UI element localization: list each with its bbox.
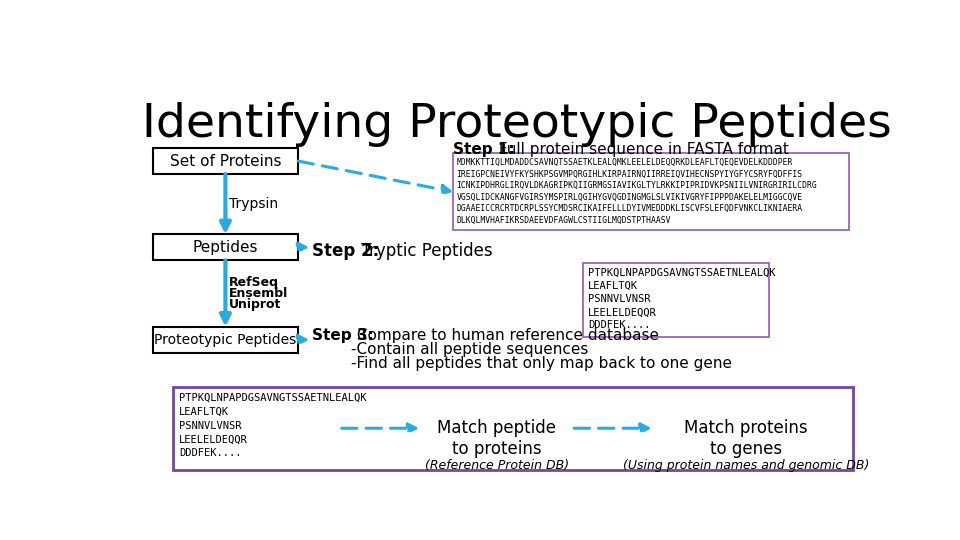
Text: PSNNVLVNSR: PSNNVLVNSR (179, 421, 241, 430)
Text: Trypsin: Trypsin (229, 197, 278, 211)
Text: VGSQLIDCKANGFVGIRSYMSPIRLQGIHYGVQGDINGMGLSLVIKIVGRYFIPPPDAKELELMIGGCQVE: VGSQLIDCKANGFVGIRSYMSPIRLQGIHYGVQGDINGMG… (456, 193, 803, 201)
Text: -Contain all peptide sequences: -Contain all peptide sequences (312, 342, 588, 357)
FancyBboxPatch shape (453, 153, 849, 231)
FancyBboxPatch shape (153, 327, 299, 353)
Text: -Find all peptides that only map back to one gene: -Find all peptides that only map back to… (312, 356, 732, 371)
Text: IREIGPCNEIVYFKYSHKPSGVMPQRGIHLKIRPAIRNQIIRREIQVIHECNSPYIYGFYCSRYFQDFFIS: IREIGPCNEIVYFKYSHKPSGVMPQRGIHLKIRPAIRNQI… (456, 170, 803, 179)
Text: Match proteins
to genes: Match proteins to genes (684, 419, 808, 458)
Text: Match peptide
to proteins: Match peptide to proteins (437, 419, 556, 458)
Text: (Reference Protein DB): (Reference Protein DB) (424, 459, 568, 472)
Text: LEELELDEQQR: LEELELDEQQR (588, 307, 657, 318)
Text: ICNKIPDHRGLIRQVLDKAGRIPKQIIGRMGSIAVIKGLTYLRKKIPIPRIDVKPSNIILVNIRGRIRILCDRG: ICNKIPDHRGLIRQVLDKAGRIPKQIIGRMGSIAVIKGLT… (456, 181, 817, 190)
Text: DDDFEK....: DDDFEK.... (588, 320, 651, 330)
Text: PTPKQLNPAPDGSAVNGTSSAETNLEALQK: PTPKQLNPAPDGSAVNGTSSAETNLEALQK (179, 393, 367, 403)
Text: Full protein sequence in FASTA format: Full protein sequence in FASTA format (493, 142, 788, 157)
Text: DGAAEICCRCRTDCRPLSSYCMDSRCIKAIFELLLDYIVMEDDDKLISCVFSLEFQDFVNKCLIKNIAERA: DGAAEICCRCRTDCRPLSSYCMDSRCIKAIFELLLDYIVM… (456, 204, 803, 213)
Text: RefSeq: RefSeq (229, 276, 279, 289)
Text: Tryptic Peptides: Tryptic Peptides (355, 242, 492, 260)
Text: Proteotypic Peptides: Proteotypic Peptides (155, 333, 297, 347)
Text: Uniprot: Uniprot (229, 298, 281, 311)
FancyBboxPatch shape (584, 264, 770, 338)
Text: MDMKKTTIQLMDADDCSAVNQTSSAETKLEALQMKLEELELDEQQRKDLEAFLTQEQEVDELKDDDPER: MDMKKTTIQLMDADDCSAVNQTSSAETKLEALQMKLEELE… (456, 158, 793, 167)
FancyBboxPatch shape (173, 387, 853, 470)
Text: DDDFEK....: DDDFEK.... (179, 448, 241, 458)
Text: PTPKQLNPAPDGSAVNGTSSAETNLEALQK: PTPKQLNPAPDGSAVNGTSSAETNLEALQK (588, 268, 776, 278)
Text: Identifying Proteotypic Peptides: Identifying Proteotypic Peptides (142, 102, 892, 147)
Text: PSNNVLVNSR: PSNNVLVNSR (588, 294, 651, 304)
Text: LEAFLTQK: LEAFLTQK (179, 407, 228, 417)
Text: Set of Proteins: Set of Proteins (170, 153, 281, 168)
Text: Step 1:: Step 1: (453, 142, 515, 157)
FancyBboxPatch shape (153, 234, 299, 260)
Text: Compare to human reference database: Compare to human reference database (352, 328, 660, 343)
Text: Peptides: Peptides (193, 240, 258, 255)
FancyBboxPatch shape (153, 148, 299, 174)
Text: LEELELDEQQR: LEELELDEQQR (179, 434, 248, 444)
Text: Ensembl: Ensembl (229, 287, 289, 300)
Text: (Using protein names and genomic DB): (Using protein names and genomic DB) (623, 459, 870, 472)
Text: DLKQLMVHAFIKRSDAEEVDFAGWLCSTIIGLMQDSTPTHAASV: DLKQLMVHAFIKRSDAEEVDFAGWLCSTIIGLMQDSTPTH… (456, 215, 671, 225)
Text: Step 2:: Step 2: (312, 242, 379, 260)
Text: LEAFLTQK: LEAFLTQK (588, 281, 638, 291)
Text: Step 3:: Step 3: (312, 328, 374, 343)
